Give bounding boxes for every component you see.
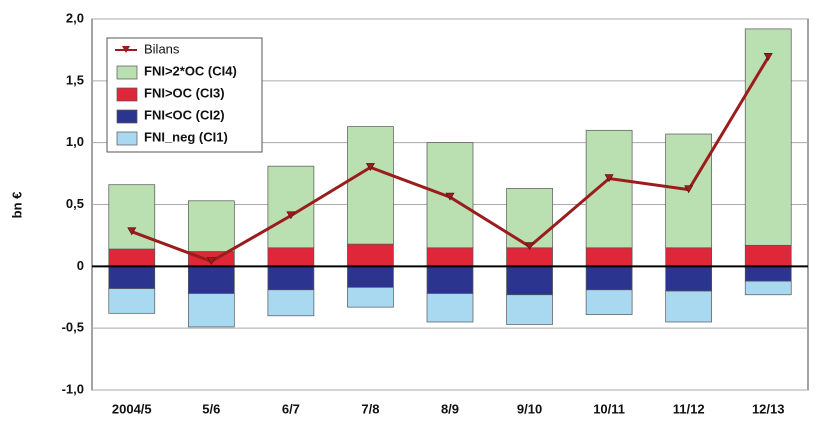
- bar-segment: [426, 293, 474, 323]
- bar-segment: [108, 248, 156, 267]
- y-tick-label: 1,0: [66, 134, 84, 149]
- legend-swatch: [116, 109, 138, 124]
- legend-marker: [122, 46, 130, 53]
- line-marker: [604, 174, 614, 183]
- x-tick-label: 12/13: [752, 401, 785, 416]
- y-tick-label: -1,0: [62, 381, 84, 396]
- bar-segment: [347, 243, 394, 267]
- bar-segment: [665, 265, 713, 292]
- legend-swatch: [116, 65, 138, 80]
- bar-segment: [585, 247, 633, 267]
- line-marker: [206, 257, 216, 265]
- x-tick-label: 8/9: [441, 401, 459, 416]
- legend-label: FNI_neg (CI1): [144, 129, 228, 144]
- bar-segment: [506, 247, 553, 267]
- line-marker: [445, 192, 455, 201]
- line-marker: [763, 53, 773, 61]
- y-tick-label: 0,5: [66, 196, 84, 211]
- bar-segment: [585, 289, 633, 315]
- legend-label: FNI>OC (CI3): [144, 85, 225, 100]
- x-tick-label: 5/6: [202, 401, 220, 416]
- x-tick-label: 11/12: [673, 401, 705, 416]
- bar-segment: [267, 265, 315, 291]
- y-axis-label: bn €: [9, 192, 24, 219]
- bar-segment: [187, 265, 235, 294]
- line-marker: [286, 211, 296, 220]
- line-marker: [684, 185, 694, 194]
- line-marker: [365, 163, 375, 172]
- legend-swatch: [116, 87, 138, 102]
- bar-segment: [506, 188, 553, 249]
- legend-label: FNI>2*OC (CI4): [144, 63, 237, 78]
- x-tick-label: 10/11: [593, 401, 625, 416]
- legend-label: FNI<OC (CI2): [144, 107, 225, 122]
- bar-segment: [506, 265, 553, 296]
- bar-segment: [108, 288, 156, 314]
- bar-segment: [585, 129, 633, 249]
- line-marker: [525, 242, 535, 251]
- bar-segment: [347, 126, 394, 245]
- bar-segment: [347, 265, 394, 288]
- legend-swatch: [116, 131, 138, 146]
- bar-segment: [426, 247, 474, 267]
- bar-segment: [585, 265, 633, 291]
- line-marker: [127, 227, 137, 236]
- bar-segment: [267, 289, 315, 317]
- bar-segment: [506, 294, 553, 325]
- bar-segment: [267, 247, 315, 267]
- bar-segment: [187, 200, 235, 252]
- bar-segment: [665, 290, 713, 323]
- bar-segment: [347, 287, 394, 308]
- bar-segment: [744, 28, 792, 246]
- bar-segment: [108, 184, 156, 250]
- x-tick-label: 9/10: [517, 401, 542, 416]
- bar-segment: [665, 247, 713, 267]
- y-tick-label: -0,5: [62, 320, 84, 335]
- bar-segment: [744, 280, 792, 296]
- bar-segment: [426, 265, 474, 294]
- y-tick-label: 0: [77, 258, 84, 273]
- x-tick-label: 2004/5: [112, 401, 152, 416]
- bar-segment: [744, 265, 792, 282]
- bar-segment: [744, 244, 792, 267]
- x-tick-label: 7/8: [361, 401, 379, 416]
- bar-segment: [108, 265, 156, 289]
- x-tick-label: 6/7: [282, 401, 300, 416]
- y-tick-label: 1,5: [66, 72, 84, 87]
- y-tick-label: 2,0: [66, 10, 84, 25]
- legend-label: Bilans: [144, 41, 180, 56]
- bar-segment: [187, 293, 235, 328]
